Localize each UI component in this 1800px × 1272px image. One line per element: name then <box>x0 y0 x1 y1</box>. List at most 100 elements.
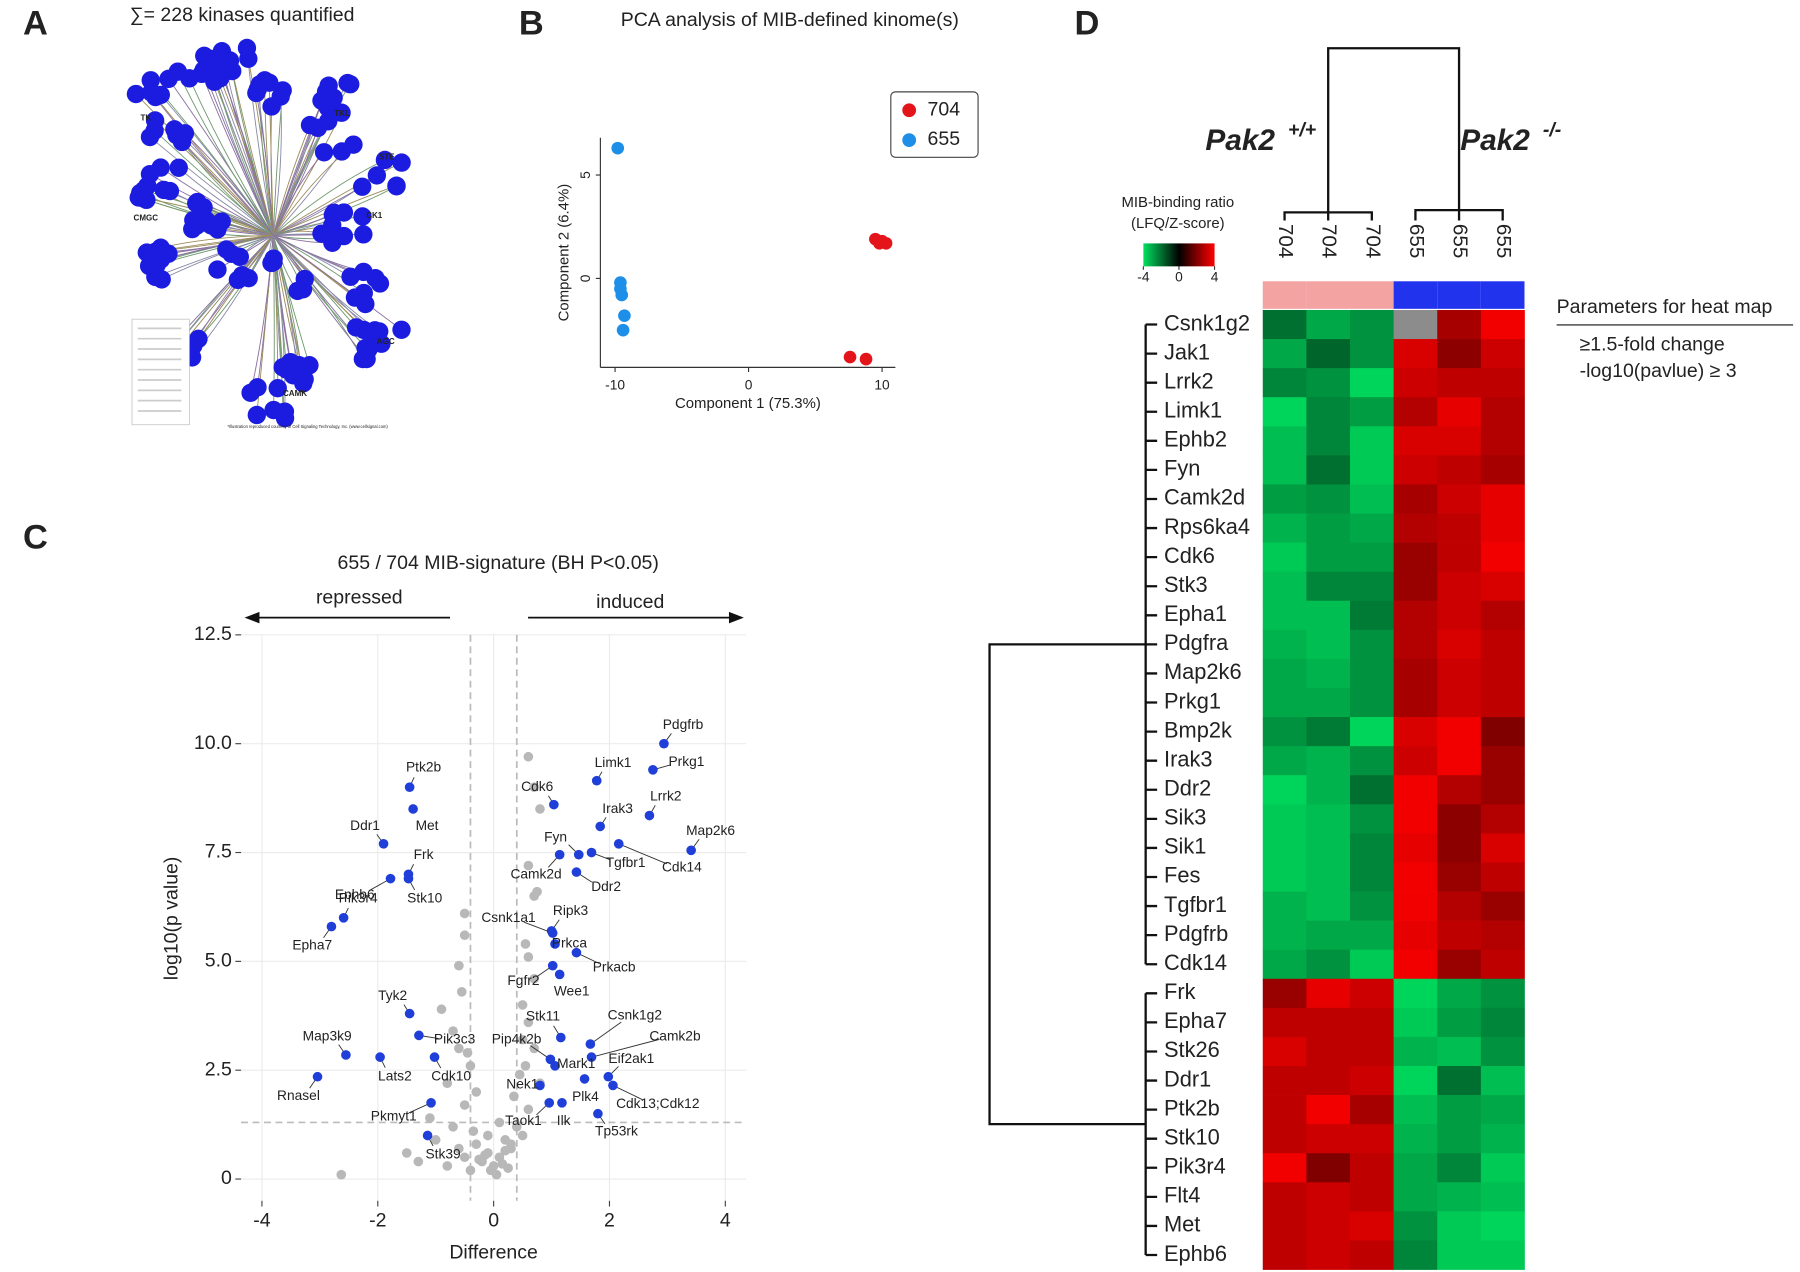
point <box>425 1113 435 1123</box>
highlight-point <box>648 764 658 775</box>
highlight-point <box>686 845 696 856</box>
highlight-point <box>554 969 565 980</box>
y-tick-label: 12.5 <box>194 623 232 645</box>
chart-title: PCA analysis of MIB-defined kinome(s) <box>621 9 959 31</box>
highlight-point <box>404 1008 415 1019</box>
point <box>413 1156 424 1167</box>
kinase-dot <box>318 98 338 117</box>
point <box>503 1163 513 1173</box>
heat-cell <box>1437 746 1482 776</box>
highlight-point <box>338 913 349 923</box>
heat-cell <box>1350 746 1394 776</box>
row-label: Met <box>1164 1212 1200 1237</box>
heat-cell <box>1306 1036 1351 1067</box>
y-tick-label: 5.0 <box>205 950 232 972</box>
heat-cell <box>1350 1182 1394 1212</box>
branch <box>135 93 274 236</box>
heat-cell <box>1306 949 1351 980</box>
heat-cell <box>1262 426 1307 456</box>
heat-cell <box>1350 426 1394 456</box>
heat-cell <box>1480 309 1525 340</box>
kinase-dot <box>273 402 293 422</box>
heat-cell <box>1306 687 1351 718</box>
heat-cell <box>1437 309 1482 340</box>
heat-cell <box>1262 862 1307 892</box>
heat-cell <box>1393 600 1438 631</box>
point <box>471 1139 482 1150</box>
kinase-dot <box>367 166 387 185</box>
heat-cell <box>1262 658 1307 689</box>
column-label: 704 <box>1318 224 1341 258</box>
heat-cell <box>1262 1211 1307 1241</box>
point <box>517 1034 528 1045</box>
heat-cell <box>1437 804 1482 834</box>
point <box>462 1047 473 1058</box>
heat-cell <box>1350 920 1394 951</box>
missing-cell <box>1393 309 1438 340</box>
point-label: Ripk3 <box>553 903 589 918</box>
row-label: Pdgfrb <box>1164 921 1228 946</box>
row-label: Frk <box>1164 979 1196 1004</box>
kinase-dot <box>152 270 171 289</box>
kinase-dot <box>183 219 202 239</box>
heat-cell <box>1480 600 1525 631</box>
point <box>523 952 534 962</box>
heat-cell <box>1393 629 1438 660</box>
heat-cell <box>1480 862 1525 892</box>
group-label: AGC <box>377 337 395 346</box>
heat-cell <box>1393 455 1438 485</box>
kinase-dot <box>392 153 411 172</box>
row-label: Pik3r4 <box>1164 1154 1226 1179</box>
branch <box>149 136 274 236</box>
kinase-dot <box>308 118 328 138</box>
point-label: Rnasel <box>277 1088 320 1103</box>
heat-cell <box>1437 426 1482 456</box>
branch <box>150 92 274 236</box>
kinase-dot <box>344 135 363 154</box>
highlight-point <box>549 799 559 810</box>
point <box>483 1130 493 1141</box>
heat-cell <box>1393 368 1438 398</box>
highlight-point <box>571 867 582 877</box>
heat-cell <box>1393 891 1438 921</box>
kinase-dot <box>199 49 219 68</box>
heat-cell <box>1480 658 1525 689</box>
group-bar <box>1262 281 1307 309</box>
heat-cell <box>1306 804 1351 834</box>
heat-cell <box>1437 1066 1482 1096</box>
point-label: Irak3 <box>602 801 633 816</box>
point-label: Nek1 <box>506 1076 538 1091</box>
heat-cell <box>1350 1211 1394 1241</box>
branch <box>272 234 402 331</box>
row-label: Ptk2b <box>1164 1095 1220 1120</box>
point <box>859 352 873 366</box>
point-label: Cdk14 <box>662 860 702 875</box>
row-label: Stk10 <box>1164 1124 1220 1149</box>
colorbar-tick-label: 0 <box>1175 269 1183 284</box>
point-label: Pik3c3 <box>434 1032 476 1047</box>
x-tick-label: 0 <box>745 377 753 392</box>
heat-cell <box>1306 717 1351 747</box>
highlight-point <box>404 782 415 793</box>
legend-swatch <box>902 133 917 147</box>
highlight-point <box>557 1098 567 1108</box>
point-label: Pkmyt1 <box>371 1109 417 1124</box>
point-label: Stk10 <box>407 891 443 906</box>
heat-cell <box>1262 1066 1307 1096</box>
heat-cell <box>1437 368 1482 398</box>
point <box>459 908 470 919</box>
kinase-dot <box>353 177 372 196</box>
heat-cell <box>1393 1124 1438 1154</box>
point <box>459 930 470 941</box>
heat-cell <box>1306 920 1351 951</box>
point <box>523 1104 534 1115</box>
arrow-head <box>728 611 744 624</box>
point-label: Frk <box>414 847 434 862</box>
heat-cell <box>1350 891 1394 921</box>
heat-cell <box>1480 1240 1525 1270</box>
highlight-point <box>375 1052 385 1062</box>
kinase-dot <box>271 87 290 106</box>
heat-cell <box>1350 1007 1394 1038</box>
point <box>442 1161 453 1171</box>
notes-title: Parameters for heat map <box>1557 296 1773 318</box>
